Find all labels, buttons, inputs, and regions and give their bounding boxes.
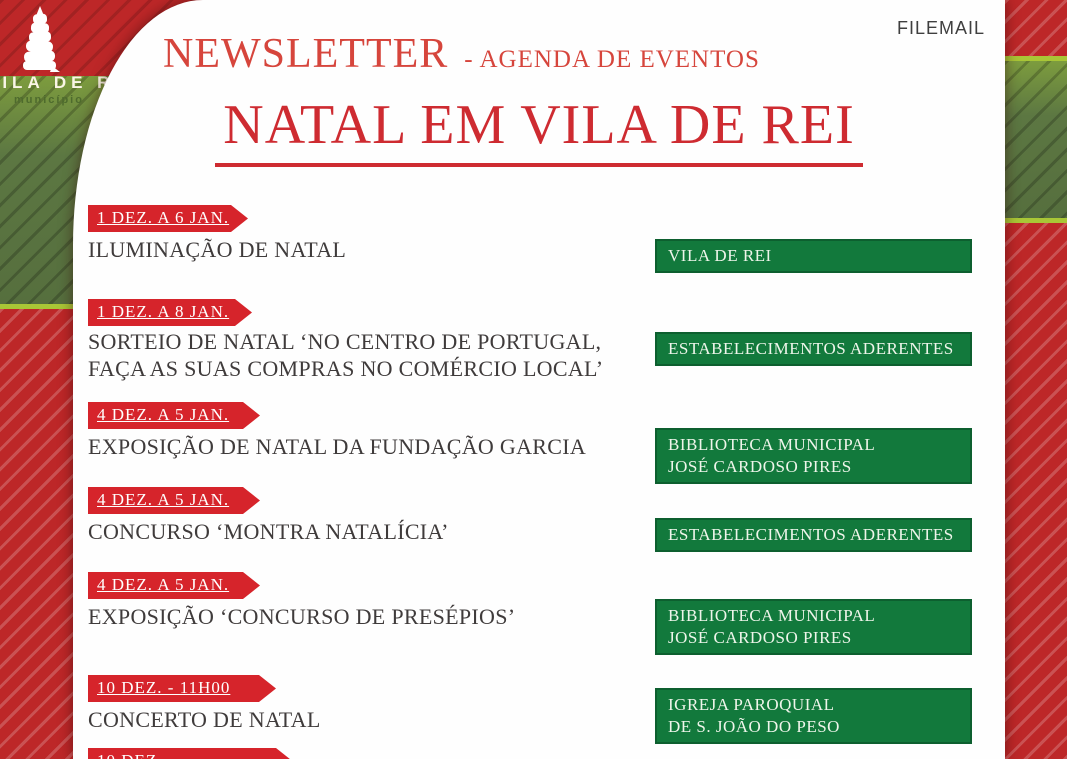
event-title-line: FAÇA AS SUAS COMPRAS NO COMÉRCIO LOCAL’ bbox=[88, 356, 604, 381]
event-location-line: ESTABELECIMENTOS ADERENTES bbox=[668, 339, 954, 358]
event-title-line: EXPOSIÇÃO DE NATAL DA FUNDAÇÃO GARCIA bbox=[88, 434, 587, 459]
event-location-box: IGREJA PAROQUIAL DE S. JOÃO DO PESO bbox=[655, 688, 972, 744]
event-location-box: BIBLIOTECA MUNICIPAL JOSÉ CARDOSO PIRES bbox=[655, 599, 972, 655]
event-location-line: IGREJA PAROQUIAL bbox=[668, 695, 835, 714]
event-location-line: JOSÉ CARDOSO PIRES bbox=[668, 457, 852, 476]
newsletter-header: NEWSLETTER - AGENDA DE EVENTOS bbox=[163, 30, 760, 78]
event-date-badge: 1 DEZ. A 6 JAN. bbox=[88, 205, 248, 232]
event-location-line: JOSÉ CARDOSO PIRES bbox=[668, 628, 852, 647]
event-title-line: CONCERTO DE NATAL bbox=[88, 707, 321, 732]
event-date-badge: 10 DEZ. - 11H00 bbox=[88, 675, 276, 702]
event-title: EXPOSIÇÃO DE NATAL DA FUNDAÇÃO GARCIA bbox=[88, 433, 586, 460]
logo-municipality-name: VILA DE REI bbox=[0, 73, 141, 92]
newsletter-title: NEWSLETTER bbox=[163, 31, 449, 77]
event-date-badge: 4 DEZ. A 5 JAN. bbox=[88, 487, 260, 514]
event-title-line: ILUMINAÇÃO DE NATAL bbox=[88, 237, 347, 262]
event-date: 10 DEZ. bbox=[97, 751, 163, 759]
band-green bbox=[1005, 61, 1067, 218]
event-location-box: VILA DE REI bbox=[655, 239, 972, 273]
event-date: 4 DEZ. A 5 JAN. bbox=[97, 405, 230, 424]
event-title: ILUMINAÇÃO DE NATAL bbox=[88, 236, 346, 263]
event-location-box: ESTABELECIMENTOS ADERENTES bbox=[655, 518, 972, 552]
background-band-right bbox=[1005, 0, 1067, 759]
event-date-badge: 4 DEZ. A 5 JAN. bbox=[88, 572, 260, 599]
filemail-label: FILEMAIL bbox=[896, 18, 985, 38]
event-title-line: SORTEIO DE NATAL ‘NO CENTRO DE PORTUGAL, bbox=[88, 329, 602, 354]
event-title: SORTEIO DE NATAL ‘NO CENTRO DE PORTUGAL,… bbox=[88, 328, 603, 382]
band-lime-divider bbox=[1005, 218, 1067, 223]
event-date: 4 DEZ. A 5 JAN. bbox=[97, 575, 230, 594]
band-red-top bbox=[1005, 0, 1067, 56]
event-location-line: BIBLIOTECA MUNICIPAL bbox=[668, 435, 876, 454]
main-title-wrap: NATAL EM VILA DE REI bbox=[73, 93, 1005, 167]
event-date: 1 DEZ. A 8 JAN. bbox=[97, 302, 230, 321]
event-date: 10 DEZ. - 11H00 bbox=[97, 678, 231, 697]
event-location-box: ESTABELECIMENTOS ADERENTES bbox=[655, 332, 972, 366]
event-location-line: BIBLIOTECA MUNICIPAL bbox=[668, 606, 876, 625]
event-title: EXPOSIÇÃO ‘CONCURSO DE PRESÉPIOS’ bbox=[88, 603, 515, 630]
event-date-badge: 1 DEZ. A 8 JAN. bbox=[88, 299, 252, 326]
logo-municipality-subtitle: município bbox=[14, 94, 84, 106]
band-red-bottom bbox=[1005, 223, 1067, 759]
event-date: 4 DEZ. A 5 JAN. bbox=[97, 490, 230, 509]
event-date-badge-partial: 10 DEZ. bbox=[88, 748, 293, 759]
band-lime-divider bbox=[1005, 56, 1067, 61]
event-date: 1 DEZ. A 6 JAN. bbox=[97, 208, 230, 227]
page-title: NATAL EM VILA DE REI bbox=[215, 93, 863, 167]
event-title-line: EXPOSIÇÃO ‘CONCURSO DE PRESÉPIOS’ bbox=[88, 604, 516, 629]
tower-monument-icon bbox=[23, 6, 60, 72]
event-location-box: BIBLIOTECA MUNICIPAL JOSÉ CARDOSO PIRES bbox=[655, 428, 972, 484]
event-title: CONCERTO DE NATAL bbox=[88, 706, 321, 733]
event-date-badge: 4 DEZ. A 5 JAN. bbox=[88, 402, 260, 429]
event-location-line: VILA DE REI bbox=[668, 246, 772, 265]
event-location-line: DE S. JOÃO DO PESO bbox=[668, 717, 840, 736]
newsletter-subtitle: - AGENDA DE EVENTOS bbox=[464, 46, 760, 73]
event-title-line: CONCURSO ‘MONTRA NATALÍCIA’ bbox=[88, 519, 449, 544]
event-title: CONCURSO ‘MONTRA NATALÍCIA’ bbox=[88, 518, 449, 545]
event-location-line: ESTABELECIMENTOS ADERENTES bbox=[668, 525, 954, 544]
